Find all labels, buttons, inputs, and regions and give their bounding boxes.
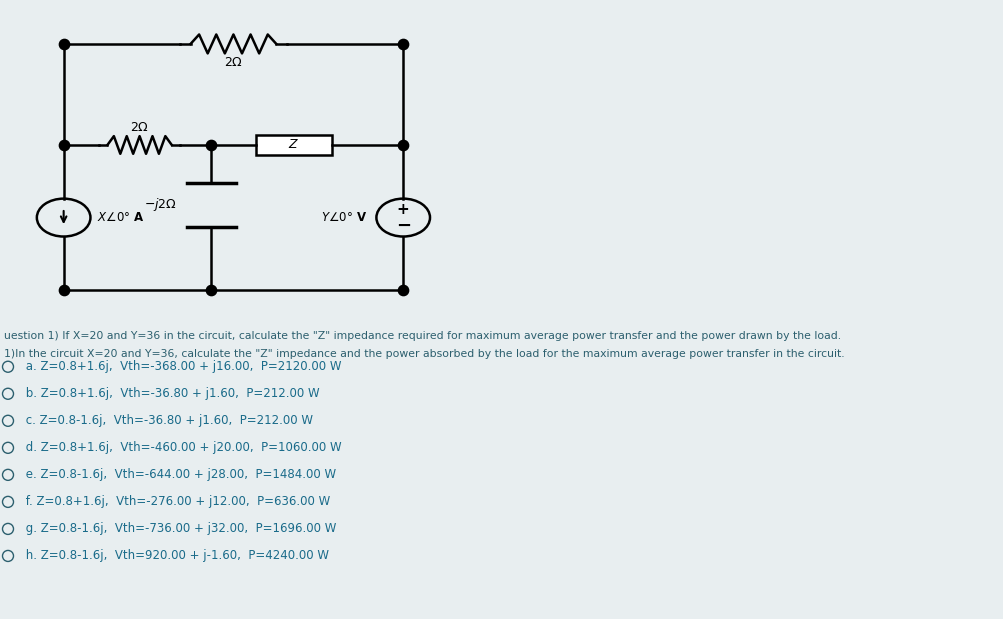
Point xyxy=(55,285,71,295)
Point xyxy=(203,285,219,295)
Text: +: + xyxy=(396,202,409,217)
Text: c. Z=0.8-1.6j,  Vth=-36.80 + j1.60,  P=212.00 W: c. Z=0.8-1.6j, Vth=-36.80 + j1.60, P=212… xyxy=(22,414,313,427)
Text: $X\angle 0°$ A: $X\angle 0°$ A xyxy=(97,211,144,224)
Text: $Z$: $Z$ xyxy=(288,139,299,152)
Text: f. Z=0.8+1.6j,  Vth=-276.00 + j12.00,  P=636.00 W: f. Z=0.8+1.6j, Vth=-276.00 + j12.00, P=6… xyxy=(22,495,330,508)
Text: d. Z=0.8+1.6j,  Vth=-460.00 + j20.00,  P=1060.00 W: d. Z=0.8+1.6j, Vth=-460.00 + j20.00, P=1… xyxy=(22,441,341,454)
Text: g. Z=0.8-1.6j,  Vth=-736.00 + j32.00,  P=1696.00 W: g. Z=0.8-1.6j, Vth=-736.00 + j32.00, P=1… xyxy=(22,522,336,535)
Text: $Y\angle 0°$ V: $Y\angle 0°$ V xyxy=(321,211,367,224)
Point xyxy=(395,140,411,150)
Point xyxy=(395,285,411,295)
Point xyxy=(203,140,219,150)
Text: b. Z=0.8+1.6j,  Vth=-36.80 + j1.60,  P=212.00 W: b. Z=0.8+1.6j, Vth=-36.80 + j1.60, P=212… xyxy=(22,387,319,400)
Text: −: − xyxy=(395,217,410,235)
Text: $-j2\Omega$: $-j2\Omega$ xyxy=(144,196,177,214)
Text: $2\Omega$: $2\Omega$ xyxy=(224,56,243,69)
Text: e. Z=0.8-1.6j,  Vth=-644.00 + j28.00,  P=1484.00 W: e. Z=0.8-1.6j, Vth=-644.00 + j28.00, P=1… xyxy=(22,469,336,482)
Text: h. Z=0.8-1.6j,  Vth=920.00 + j-1.60,  P=4240.00 W: h. Z=0.8-1.6j, Vth=920.00 + j-1.60, P=42… xyxy=(22,550,329,563)
Text: $2\Omega$: $2\Omega$ xyxy=(130,121,149,134)
Text: a. Z=0.8+1.6j,  Vth=-368.00 + j16.00,  P=2120.00 W: a. Z=0.8+1.6j, Vth=-368.00 + j16.00, P=2… xyxy=(22,360,341,373)
Text: uestion 1) If X=20 and Y=36 in the circuit, calculate the "Z" impedance required: uestion 1) If X=20 and Y=36 in the circu… xyxy=(4,331,841,340)
Point xyxy=(395,39,411,49)
Text: 1)In the circuit X=20 and Y=36, calculate the "Z" impedance and the power absorb: 1)In the circuit X=20 and Y=36, calculat… xyxy=(4,348,844,359)
Point xyxy=(55,140,71,150)
Bar xyxy=(256,135,331,155)
Point xyxy=(55,39,71,49)
